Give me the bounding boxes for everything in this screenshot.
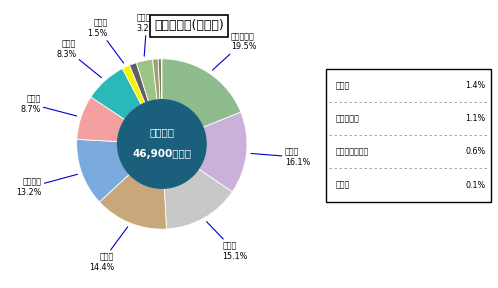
- Text: 扶助費
8.7%: 扶助費 8.7%: [20, 94, 77, 116]
- Text: 1.1%: 1.1%: [465, 114, 486, 123]
- Wedge shape: [161, 59, 162, 100]
- Wedge shape: [199, 112, 247, 192]
- Text: 維持補修費: 維持補修費: [336, 114, 360, 123]
- Wedge shape: [100, 174, 166, 229]
- Text: 人件費
15.1%: 人件費 15.1%: [207, 222, 248, 261]
- Text: 貸付金
1.5%: 貸付金 1.5%: [88, 18, 124, 63]
- Text: 公債費
16.1%: 公債費 16.1%: [251, 147, 310, 167]
- Text: 歳出構成比(性質別): 歳出構成比(性質別): [154, 19, 224, 33]
- Wedge shape: [91, 69, 141, 120]
- Text: その他
3.2%: その他 3.2%: [136, 14, 157, 56]
- Circle shape: [118, 100, 206, 188]
- Wedge shape: [158, 59, 161, 100]
- Text: 物件費
14.4%: 物件費 14.4%: [89, 227, 127, 272]
- Wedge shape: [162, 59, 241, 127]
- Text: 1.4%: 1.4%: [465, 81, 486, 90]
- Text: 繰出金
8.3%: 繰出金 8.3%: [56, 39, 102, 78]
- Text: 46,900百万円: 46,900百万円: [132, 149, 191, 159]
- Text: 予備費: 予備費: [336, 181, 350, 190]
- Text: 投資及び出資金: 投資及び出資金: [336, 147, 370, 156]
- Wedge shape: [136, 59, 157, 102]
- Wedge shape: [77, 139, 129, 202]
- Text: 補助費等
13.2%: 補助費等 13.2%: [16, 174, 78, 197]
- Text: 積立金: 積立金: [336, 81, 350, 90]
- Text: 0.6%: 0.6%: [465, 147, 486, 156]
- Wedge shape: [123, 65, 145, 105]
- Text: 0.1%: 0.1%: [465, 181, 486, 190]
- Wedge shape: [164, 169, 232, 229]
- Text: 歳出総額: 歳出総額: [149, 127, 174, 137]
- Text: 投資的経費
19.5%: 投資的経費 19.5%: [213, 32, 256, 70]
- Wedge shape: [77, 97, 125, 142]
- Wedge shape: [129, 63, 148, 103]
- Wedge shape: [152, 59, 160, 100]
